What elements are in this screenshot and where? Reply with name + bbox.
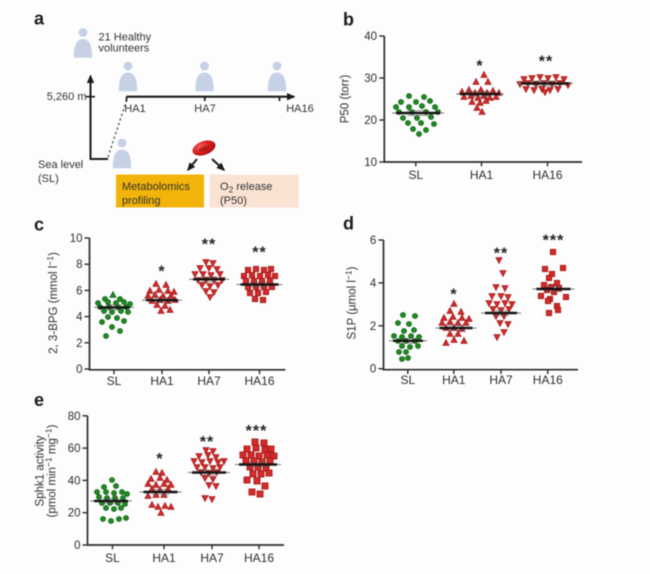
svg-text:6: 6 [370,235,376,247]
svg-text:40: 40 [364,31,377,43]
svg-text:P50 (torr): P50 (torr) [340,75,352,124]
svg-text:e: e [34,390,44,410]
svg-text:4: 4 [370,278,377,290]
svg-text:Sphk1 activity: Sphk1 activity [35,435,47,506]
svg-text:SL: SL [107,374,122,388]
svg-text:(SL): (SL) [38,173,59,185]
svg-text:HA16: HA16 [244,374,274,388]
svg-text:(pmol min−1 mg−1): (pmol min−1 mg−1) [44,424,59,517]
svg-text:volunteers: volunteers [99,43,150,55]
svg-text:HA1: HA1 [124,103,145,115]
svg-text:2: 2 [76,338,82,350]
svg-text:HA16: HA16 [532,168,562,182]
svg-text:HA16: HA16 [533,373,563,387]
svg-text:*: * [158,264,165,281]
svg-text:2, 3-BPG (mmol l−1): 2, 3-BPG (mmol l−1) [45,252,60,354]
svg-text:8: 8 [76,259,82,271]
svg-text:**: ** [252,245,266,262]
svg-text:SL: SL [400,373,415,387]
svg-text:0: 0 [370,364,376,376]
svg-text:*: * [476,58,483,75]
svg-text:HA16: HA16 [286,103,314,115]
svg-text:**: ** [202,237,216,254]
svg-text:20: 20 [68,508,81,520]
svg-text:a: a [34,9,45,29]
svg-text:S1P (µmol l−1): S1P (µmol l−1) [344,266,359,339]
svg-text:10: 10 [70,233,83,245]
svg-text:***: *** [543,233,565,250]
svg-text:profiling: profiling [122,195,161,207]
svg-text:SL: SL [105,551,120,565]
svg-text:(P50): (P50) [220,195,247,207]
svg-text:20: 20 [364,115,377,127]
svg-text:Sea level: Sea level [38,159,83,171]
svg-text:0: 0 [76,364,82,376]
svg-text:HA7: HA7 [489,373,513,387]
svg-text:HA7: HA7 [200,551,224,565]
svg-text:Metabolomics: Metabolomics [122,181,190,193]
svg-text:4: 4 [76,312,83,324]
svg-text:0: 0 [74,540,80,552]
svg-text:**: ** [200,434,214,451]
svg-text:HA7: HA7 [194,103,215,115]
svg-text:60: 60 [68,443,81,455]
svg-text:6: 6 [76,285,82,297]
svg-text:HA1: HA1 [152,551,176,565]
svg-text:HA1: HA1 [150,374,174,388]
svg-text:HA1: HA1 [470,168,494,182]
svg-text:**: ** [539,54,553,71]
svg-text:d: d [343,214,354,234]
svg-text:HA16: HA16 [244,551,274,565]
svg-text:**: ** [494,246,508,263]
svg-text:b: b [343,10,354,30]
svg-text:30: 30 [364,73,377,85]
svg-text:SL: SL [408,168,423,182]
svg-text:c: c [34,215,44,235]
svg-text:HA1: HA1 [442,373,466,387]
svg-text:O2 release: O2 release [220,181,272,195]
svg-text:10: 10 [364,157,377,169]
svg-text:5,260 m: 5,260 m [47,91,87,103]
svg-text:21 Healthy: 21 Healthy [99,31,152,43]
svg-text:40: 40 [68,475,81,487]
svg-text:***: *** [246,423,268,440]
svg-text:*: * [450,287,457,304]
svg-text:HA7: HA7 [197,374,221,388]
svg-text:80: 80 [68,411,81,423]
svg-text:2: 2 [370,321,376,333]
svg-text:*: * [156,451,163,468]
